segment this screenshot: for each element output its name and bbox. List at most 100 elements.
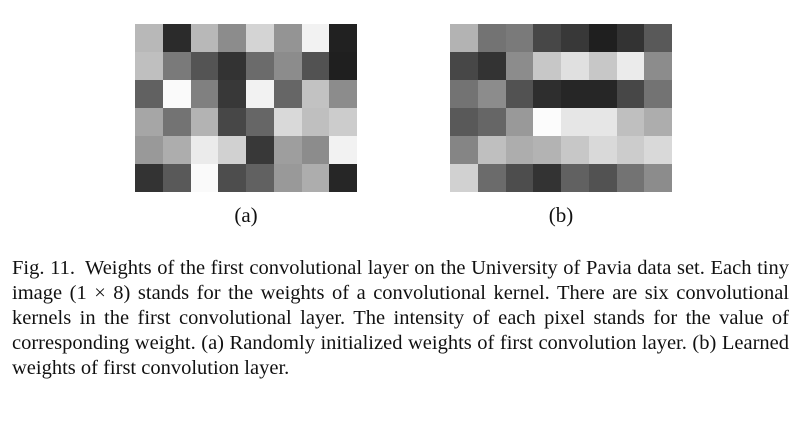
weight-cell: [246, 108, 274, 136]
weight-cell: [301, 24, 330, 52]
weight-cell: [616, 136, 645, 164]
figure-number: Fig. 11.: [12, 257, 75, 279]
weight-cell: [505, 24, 534, 52]
weight-cell: [246, 136, 274, 164]
weight-cell: [450, 108, 478, 136]
weight-cell: [190, 80, 219, 108]
weight-cell: [616, 80, 645, 108]
weight-cell: [329, 24, 357, 52]
weight-cell: [644, 52, 672, 80]
panel-label-a: (a): [234, 203, 258, 227]
weight-cell: [588, 136, 617, 164]
weights-grid-b: [450, 24, 672, 192]
weight-cell: [561, 80, 589, 108]
weight-cell: [450, 136, 478, 164]
weight-cell: [162, 80, 191, 108]
weight-cell: [450, 80, 478, 108]
panel-label-b: (b): [548, 203, 574, 227]
weight-cell: [190, 108, 219, 136]
weight-cell: [477, 52, 506, 80]
figure-caption: Fig. 11. Weights of the first convolution…: [12, 256, 789, 381]
weight-cell: [135, 136, 163, 164]
weight-cell: [450, 24, 478, 52]
weight-cell: [218, 164, 246, 192]
weight-cell: [533, 136, 561, 164]
weight-cell: [301, 80, 330, 108]
weight-cell: [477, 108, 506, 136]
weight-cell: [561, 136, 589, 164]
weight-cell: [588, 24, 617, 52]
weight-cell: [301, 52, 330, 80]
weight-cell: [135, 108, 163, 136]
weight-cell: [644, 136, 672, 164]
weight-cell: [273, 80, 302, 108]
weight-cell: [561, 164, 589, 192]
weights-grid-a: [135, 24, 357, 192]
weight-cell: [616, 52, 645, 80]
weight-cell: [533, 24, 561, 52]
weight-cell: [477, 80, 506, 108]
weight-cell: [329, 136, 357, 164]
weight-cell: [218, 24, 246, 52]
weight-cell: [218, 108, 246, 136]
weight-cell: [162, 136, 191, 164]
weight-cell: [329, 80, 357, 108]
weight-cell: [505, 136, 534, 164]
weight-cell: [477, 24, 506, 52]
weight-cell: [561, 108, 589, 136]
weight-cell: [273, 108, 302, 136]
weight-cell: [246, 52, 274, 80]
weight-cell: [588, 52, 617, 80]
weight-cell: [616, 24, 645, 52]
weight-cell: [616, 164, 645, 192]
caption-text: Weights of the first convolutional layer…: [12, 257, 789, 379]
weight-cell: [273, 136, 302, 164]
weight-cell: [561, 24, 589, 52]
weight-cell: [644, 164, 672, 192]
weight-cell: [644, 24, 672, 52]
weight-cell: [273, 164, 302, 192]
weight-cell: [505, 52, 534, 80]
weight-cell: [477, 164, 506, 192]
weight-cell: [477, 136, 506, 164]
weight-cell: [533, 164, 561, 192]
weight-cell: [135, 52, 163, 80]
weight-cell: [301, 164, 330, 192]
weight-cell: [533, 52, 561, 80]
weight-cell: [190, 24, 219, 52]
weight-cell: [588, 108, 617, 136]
weight-cell: [329, 164, 357, 192]
weight-cell: [162, 52, 191, 80]
weight-cell: [246, 80, 274, 108]
weight-cell: [533, 108, 561, 136]
weight-cell: [218, 52, 246, 80]
weight-cell: [135, 80, 163, 108]
weight-cell: [273, 52, 302, 80]
weight-cell: [505, 80, 534, 108]
weight-cell: [450, 52, 478, 80]
weight-cell: [246, 164, 274, 192]
weight-cell: [218, 136, 246, 164]
weight-cell: [561, 52, 589, 80]
weight-cell: [190, 136, 219, 164]
weight-cell: [644, 108, 672, 136]
weight-cell: [505, 164, 534, 192]
weight-cell: [273, 24, 302, 52]
weight-cell: [162, 164, 191, 192]
weight-cell: [329, 52, 357, 80]
weight-cell: [616, 108, 645, 136]
weight-cell: [135, 24, 163, 52]
weight-cell: [135, 164, 163, 192]
weight-cell: [588, 164, 617, 192]
weight-cell: [533, 80, 561, 108]
weight-cell: [162, 108, 191, 136]
weight-cell: [301, 108, 330, 136]
weight-cell: [301, 136, 330, 164]
weight-cell: [644, 80, 672, 108]
weight-cell: [246, 24, 274, 52]
weight-cell: [588, 80, 617, 108]
weight-cell: [218, 80, 246, 108]
weight-cell: [450, 164, 478, 192]
weight-cell: [505, 108, 534, 136]
weight-cell: [190, 52, 219, 80]
